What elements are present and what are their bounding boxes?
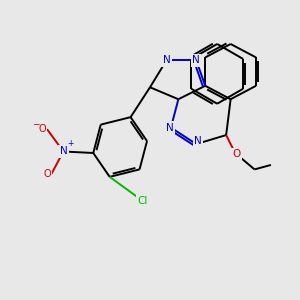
- Text: O: O: [232, 149, 241, 160]
- Text: N: N: [163, 56, 170, 65]
- Text: N: N: [59, 146, 67, 157]
- Text: N: N: [192, 56, 200, 65]
- Text: O: O: [39, 124, 46, 134]
- Text: Cl: Cl: [137, 196, 148, 206]
- Text: N: N: [194, 136, 202, 146]
- Text: N: N: [166, 123, 173, 133]
- Text: +: +: [67, 139, 73, 148]
- Text: −: −: [32, 119, 39, 128]
- Text: O: O: [43, 169, 51, 179]
